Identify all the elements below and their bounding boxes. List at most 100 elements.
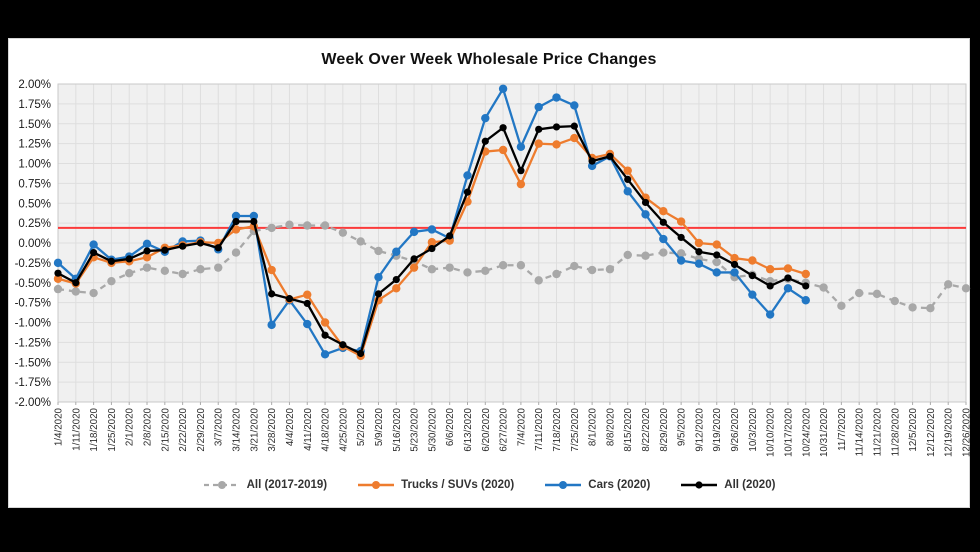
data-point [819,283,828,292]
x-tick-label: 12/12/2020 [926,407,937,457]
chart-panel: Week Over Week Wholesale Price Changes 2… [8,38,971,508]
data-point [516,142,526,152]
data-point [214,263,223,272]
data-point [623,250,632,260]
x-tick-label: 6/13/2020 [463,407,474,451]
data-point [90,248,98,257]
data-point [268,290,276,298]
data-point [196,239,205,247]
x-tick-label: 9/26/2020 [730,407,741,451]
data-point [303,290,312,299]
legend-label: All (2020) [724,479,776,491]
data-point [446,232,454,240]
x-tick-label: 11/28/2020 [890,407,901,456]
data-point [748,290,757,299]
data-point [196,265,205,274]
legend-label: All (2017-2019) [246,479,328,491]
x-tick-label: 3/14/2020 [232,407,243,451]
data-point [730,268,739,277]
data-point [250,217,258,226]
data-point [214,244,222,252]
data-point [802,282,810,290]
x-tick-label: 9/5/2020 [677,407,688,446]
y-tick-label: 0.50% [18,198,51,210]
data-point [143,247,151,255]
data-point [498,84,508,93]
data-point [641,198,650,207]
y-tick-label: 1.75% [18,99,51,111]
data-point [713,251,721,259]
price-change-chart: 2.00% 1.75% 1.50% 1.25% 1.00% 0.75% 0.50% 0.25%… [15,79,971,457]
x-tick-label: 3/21/2020 [249,407,260,451]
y-tick-label: -0.25% [15,258,51,270]
data-point [943,280,953,289]
data-point [534,139,543,148]
data-point [534,102,543,112]
data-point [142,253,152,262]
data-point [249,211,259,221]
x-tick-label: 6/27/2020 [499,407,510,451]
data-point [463,268,472,277]
data-point [71,287,81,296]
data-point [53,274,63,283]
legend-swatch-orange-icon [358,481,395,489]
legend-label: Trucks / SUVs (2020) [401,479,515,491]
legend-swatch-dashed-gray-icon [203,481,240,489]
data-point [659,207,668,216]
data-point [142,239,152,248]
x-tick-label: 4/18/2020 [321,407,332,451]
x-tick-label: 3/28/2020 [267,407,278,451]
data-point [694,259,704,268]
x-tick-label: 4/11/2020 [303,407,314,450]
x-tick-label: 12/19/2020 [944,407,955,457]
x-tick-label: 1/11/2020 [71,407,82,450]
x-tick-label: 9/12/2020 [694,407,705,451]
x-tick-label: 5/9/2020 [374,407,385,446]
data-point [357,349,365,358]
x-tick-label: 8/15/2020 [623,407,634,451]
data-point [552,269,561,279]
data-point [231,211,241,221]
data-point [125,269,134,278]
data-point [552,123,561,131]
data-point [801,296,810,305]
data-point [587,265,597,275]
data-point [623,187,632,196]
y-tick-label: 1.00% [18,159,51,171]
x-tick-label: 6/6/2020 [445,407,456,446]
data-point [676,256,686,265]
data-point [837,301,846,311]
chart-title: Week Over Week Wholesale Price Changes [321,51,657,68]
data-point [427,225,437,234]
data-point [872,289,882,299]
data-point [961,284,971,293]
data-point [677,233,685,242]
x-tick-label: 9/19/2020 [712,407,723,451]
data-point [231,248,241,257]
legend-label: Cars (2020) [588,479,651,491]
data-point [570,261,579,271]
data-point [766,282,774,290]
x-tick-label: 11/7/2020 [837,407,848,450]
x-tick-label: 4/25/2020 [338,407,349,451]
chart-legend: All (2017-2019) Trucks / SUVs (2020) Car… [9,479,969,491]
legend-swatch-black-icon [681,481,718,489]
data-point [267,320,276,330]
data-point [516,179,526,189]
data-point [498,145,508,155]
data-point [570,122,578,130]
x-tick-label: 10/17/2020 [783,407,794,457]
data-point [303,221,312,230]
data-point [107,257,116,265]
data-point [231,225,241,234]
x-tick-label: 1/25/2020 [107,407,118,451]
data-point [463,188,472,196]
y-tick-label: -2.00% [15,397,51,409]
data-point [570,133,579,143]
data-point [676,249,686,258]
data-point [267,223,276,233]
data-point [535,125,543,133]
data-point [712,257,721,267]
x-tick-label: 4/4/2020 [285,407,296,446]
data-point [72,279,80,287]
